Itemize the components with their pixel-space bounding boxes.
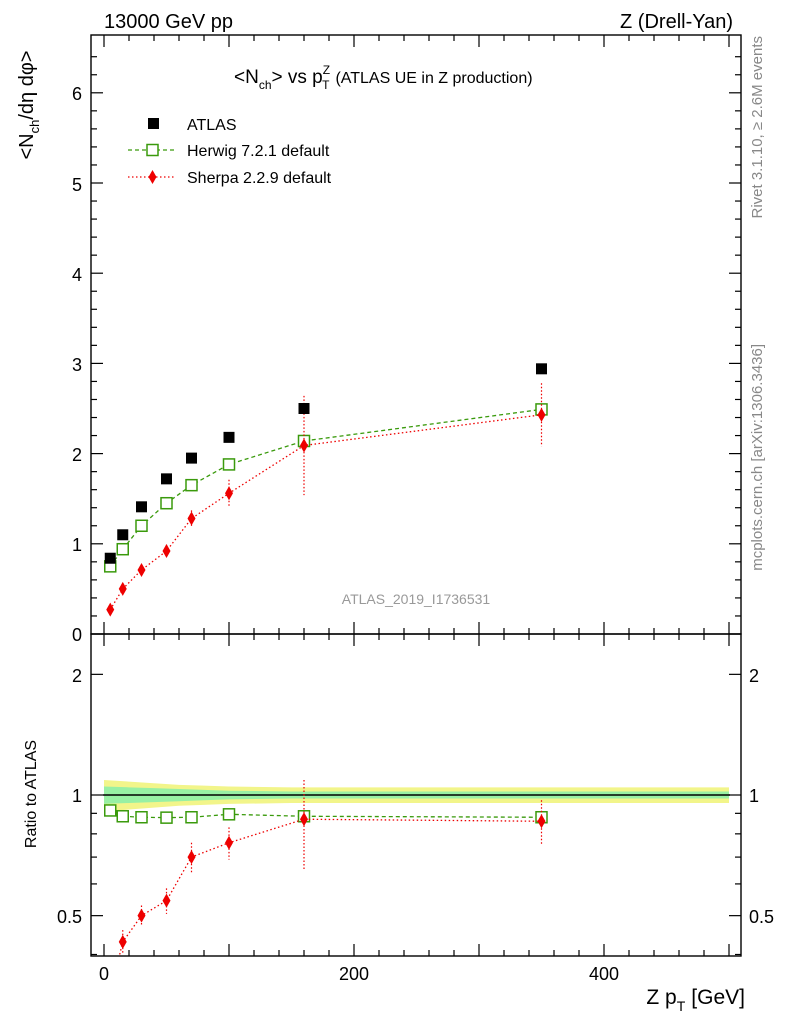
x-tick-label: 0 — [99, 964, 109, 984]
ratio-y-tick-label-right: 1 — [749, 786, 759, 806]
herwig-point — [185, 478, 198, 492]
ratio-sherpa-point — [537, 814, 546, 829]
y-tick-label: 2 — [72, 445, 82, 465]
ratio-sherpa-point — [300, 812, 308, 827]
ratio-plot-marks — [104, 779, 548, 1000]
atlas-point — [186, 452, 197, 464]
mcplots-label: mcplots.cern.ch [arXiv:1306.3436] — [749, 344, 766, 571]
y-tick-label: 0 — [72, 625, 82, 645]
ratio-herwig-point — [222, 808, 236, 821]
ratio-herwig-point — [185, 811, 198, 824]
ratio-y-tick-label: 1 — [72, 786, 82, 806]
main-plot-marks — [104, 363, 548, 617]
y-tick-label: 3 — [72, 355, 82, 375]
rivet-label: Rivet 3.1.10, ≥ 2.6M events — [749, 36, 766, 219]
sherpa-point — [137, 562, 146, 577]
header-left: 13000 GeV pp — [104, 11, 233, 33]
ratio-sherpa-point — [162, 893, 171, 908]
sherpa-point — [162, 544, 171, 559]
herwig-line — [109, 408, 542, 567]
y-tick-label: 6 — [72, 84, 82, 104]
sherpa-point — [300, 438, 308, 453]
herwig-point — [160, 496, 173, 510]
atlas-point — [298, 403, 310, 414]
ratio-y-tick-label-right: 2 — [749, 666, 759, 686]
atlas-point — [117, 529, 129, 541]
y-tick-label: 5 — [72, 175, 82, 195]
ratio-y-tick-label: 2 — [72, 666, 82, 686]
ratio-sherpa-point — [225, 835, 233, 850]
analysis-label: ATLAS_2019_I1736531 — [342, 591, 491, 607]
ratio-sherpa-point — [187, 850, 196, 865]
header-right: Z (Drell-Yan) — [620, 11, 733, 33]
ratio-sherpa-point — [118, 934, 127, 949]
atlas-point — [104, 552, 116, 564]
legend: ATLAS Herwig 7.2.1 default Sherpa 2.2.9 … — [128, 117, 332, 187]
ratio-y-tick-label-right: 0.5 — [749, 907, 774, 927]
herwig-point — [135, 519, 148, 533]
legend-label-sherpa: Sherpa 2.2.9 default — [187, 170, 332, 187]
main-y-tick-labels: 0 1 2 3 4 5 6 — [72, 84, 82, 645]
legend-label-atlas: ATLAS — [187, 117, 237, 134]
x-tick-label: 200 — [339, 964, 369, 984]
herwig-point — [116, 542, 129, 556]
legend-marker-atlas — [148, 118, 159, 129]
y-tick-label: 1 — [72, 535, 82, 555]
y-tick-label: 4 — [72, 265, 82, 285]
ratio-herwig-line — [109, 809, 542, 819]
y-axis-label-top: <Nch/dη dφ> — [16, 51, 42, 160]
atlas-point — [536, 363, 547, 375]
sherpa-point — [106, 602, 115, 617]
atlas-point — [136, 501, 147, 513]
x-tick-label: 400 — [589, 964, 619, 984]
ratio-herwig-point — [135, 811, 148, 824]
atlas-point — [161, 473, 172, 485]
sherpa-point — [537, 407, 546, 422]
ratio-band — [103, 779, 730, 812]
sherpa-point — [118, 581, 127, 596]
herwig-point — [222, 458, 236, 471]
ratio-y-tick-labels: 0.5 1 2 0.5 1 2 — [57, 666, 774, 927]
ratio-herwig-point — [160, 811, 173, 824]
legend-marker-herwig — [146, 143, 159, 157]
sherpa-line — [109, 414, 542, 610]
ratio-sherpa-point — [137, 908, 146, 923]
ratio-herwig-point — [116, 810, 129, 823]
ratio-plot-frame — [90, 633, 742, 957]
plot-title: <Nch> vs pZ T (ATLAS UE in Z production) — [234, 63, 533, 92]
x-axis-label: Z pT [GeV] — [646, 986, 745, 1014]
sherpa-point — [187, 511, 196, 526]
axis-ticks — [91, 35, 741, 956]
sherpa-point — [225, 486, 233, 501]
legend-label-herwig: Herwig 7.2.1 default — [187, 143, 330, 160]
legend-marker-sherpa — [148, 170, 157, 184]
x-tick-labels: 0 200 400 — [99, 964, 619, 984]
atlas-point — [223, 431, 235, 443]
y-axis-label-ratio: Ratio to ATLAS — [23, 740, 40, 848]
ratio-sherpa-line — [118, 818, 542, 956]
ratio-sherpa-point — [106, 986, 114, 1000]
ratio-herwig-point — [104, 804, 117, 817]
ratio-y-tick-label: 0.5 — [57, 907, 82, 927]
